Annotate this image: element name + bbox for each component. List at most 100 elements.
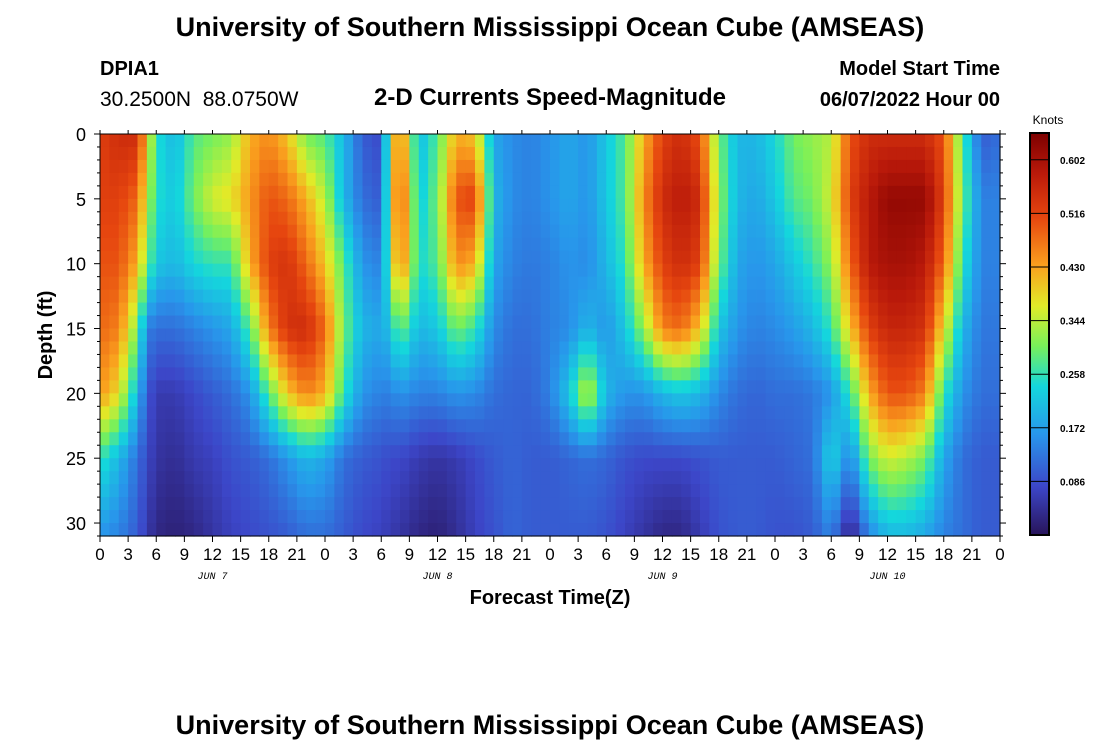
heatmap-cell xyxy=(221,250,232,265)
heatmap-cell xyxy=(578,328,589,343)
heatmap-cell xyxy=(250,198,260,213)
heatmap-cell xyxy=(100,510,110,524)
heatmap-cell xyxy=(306,471,317,485)
heatmap-cell xyxy=(278,471,289,485)
heatmap-cell xyxy=(643,367,654,381)
heatmap-cell xyxy=(859,419,870,433)
heatmap-cell xyxy=(634,302,645,317)
heatmap-cell xyxy=(465,393,476,407)
heatmap-cell xyxy=(437,315,448,330)
heatmap-cell xyxy=(915,185,926,200)
heatmap-cell xyxy=(737,328,748,343)
heatmap-cell xyxy=(521,406,532,420)
heatmap-cell xyxy=(718,393,729,407)
heatmap-cell xyxy=(306,497,317,511)
heatmap-cell xyxy=(615,250,626,265)
heatmap-cell xyxy=(859,341,870,356)
heatmap-cell xyxy=(100,341,110,356)
heatmap-cell xyxy=(175,354,185,369)
heatmap-cell xyxy=(625,289,635,304)
heatmap-cell xyxy=(456,134,467,148)
heatmap-cell xyxy=(409,263,420,278)
heatmap-cell xyxy=(868,445,879,459)
heatmap-cell xyxy=(671,523,682,537)
heatmap-cell xyxy=(915,367,926,381)
heatmap-cell xyxy=(221,497,232,511)
heatmap-cell xyxy=(118,341,129,356)
heatmap-cell xyxy=(690,341,701,356)
heatmap-cell xyxy=(512,484,523,498)
heatmap-cell xyxy=(859,432,870,446)
heatmap-cell xyxy=(306,211,317,226)
heatmap-cell xyxy=(953,276,964,291)
heatmap-cell xyxy=(737,146,748,161)
heatmap-cell xyxy=(278,211,289,226)
heatmap-cell xyxy=(653,445,664,459)
heatmap-cell xyxy=(175,185,185,200)
heatmap-cell xyxy=(756,523,767,537)
heatmap-cell xyxy=(653,380,664,394)
heatmap-cell xyxy=(981,406,992,420)
heatmap-cell xyxy=(671,237,682,252)
heatmap-cell xyxy=(109,146,120,161)
heatmap-cell xyxy=(503,134,514,148)
colorbar-tick-label: 0.172 xyxy=(1060,424,1085,435)
heatmap-cell xyxy=(165,315,176,330)
heatmap-cell xyxy=(118,146,129,161)
heatmap-cell xyxy=(493,419,504,433)
heatmap-cell xyxy=(418,159,429,174)
heatmap-cell xyxy=(381,237,392,252)
heatmap-cell xyxy=(953,354,964,369)
heatmap-cell xyxy=(775,328,785,343)
heatmap-cell xyxy=(128,445,139,459)
heatmap-cell xyxy=(193,159,204,174)
heatmap-cell xyxy=(596,185,607,200)
heatmap-cell xyxy=(212,419,223,433)
heatmap-cell xyxy=(381,419,392,433)
heatmap-cell xyxy=(540,328,551,343)
heatmap-cell xyxy=(700,510,710,524)
heatmap-cell xyxy=(775,419,785,433)
heatmap-cell xyxy=(859,237,870,252)
heatmap-cell xyxy=(128,146,139,161)
heatmap-cell xyxy=(240,276,251,291)
heatmap-cell xyxy=(531,237,542,252)
heatmap-cell xyxy=(971,146,982,161)
heatmap-cell xyxy=(568,393,579,407)
heatmap-cell xyxy=(934,134,945,148)
heatmap-cell xyxy=(437,250,448,265)
heatmap-cell xyxy=(484,224,495,239)
heatmap-cell xyxy=(512,367,523,381)
heatmap-cell xyxy=(840,302,851,317)
heatmap-cell xyxy=(690,406,701,420)
heatmap-cell xyxy=(606,211,617,226)
heatmap-cell xyxy=(184,302,195,317)
heatmap-cell xyxy=(831,380,842,394)
heatmap-cell xyxy=(165,328,176,343)
heatmap-cell xyxy=(615,523,626,537)
heatmap-cell xyxy=(784,289,795,304)
heatmap-cell xyxy=(175,315,185,330)
heatmap-cell xyxy=(306,146,317,161)
heatmap-cell xyxy=(568,432,579,446)
heatmap-cell xyxy=(662,159,673,174)
heatmap-cell xyxy=(793,315,804,330)
heatmap-cell xyxy=(334,484,345,498)
heatmap-cell xyxy=(503,185,514,200)
heatmap-cell xyxy=(221,458,232,472)
heatmap-cell xyxy=(887,380,898,394)
heatmap-cell xyxy=(428,419,439,433)
heatmap-cell xyxy=(596,250,607,265)
heatmap-cell xyxy=(475,471,485,485)
heatmap-cell xyxy=(728,263,739,278)
heatmap-cell xyxy=(784,380,795,394)
heatmap-cell xyxy=(493,341,504,356)
heatmap-cell xyxy=(756,315,767,330)
heatmap-cell xyxy=(446,263,457,278)
heatmap-cell xyxy=(653,419,664,433)
heatmap-cell xyxy=(353,445,364,459)
heatmap-cell xyxy=(746,471,757,485)
heatmap-cell xyxy=(868,419,879,433)
heatmap-cell xyxy=(662,198,673,213)
heatmap-cell xyxy=(296,237,307,252)
